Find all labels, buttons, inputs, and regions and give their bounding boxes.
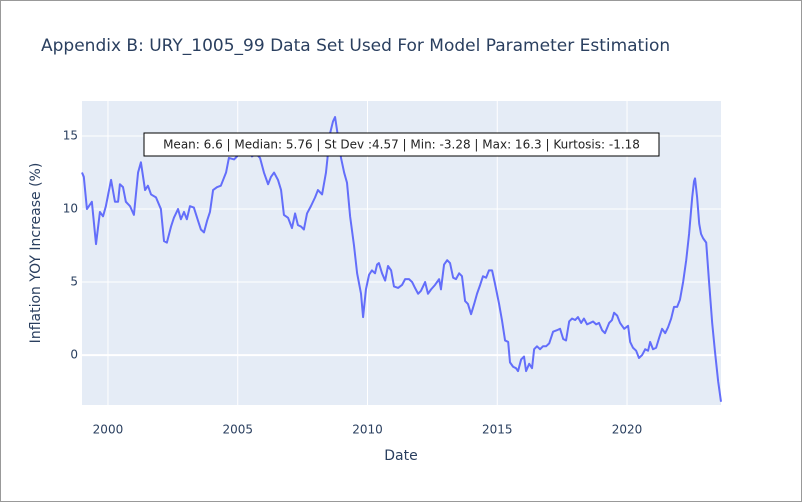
annotation-box: [143, 132, 660, 157]
y-tick-label: 0: [70, 348, 78, 362]
x-tick-label: 2005: [222, 423, 253, 437]
x-tick-label: 2015: [482, 423, 513, 437]
annotation: Mean: 6.6 | Median: 5.76 | St Dev :4.57 …: [163, 138, 640, 152]
chart-title: Appendix B: URY_1005_99 Data Set Used Fo…: [41, 36, 670, 56]
x-tick-label: 2000: [93, 423, 124, 437]
data-line: [81, 116, 722, 402]
x-axis-label: Date: [384, 448, 417, 464]
y-axis-label: Inflation YOY Increase (%): [28, 163, 44, 344]
x-tick-label: 2010: [352, 423, 383, 437]
x-tick-label: 2020: [612, 423, 643, 437]
y-tick-label: 10: [63, 202, 78, 216]
y-tick-label: 5: [70, 275, 78, 289]
y-tick-label: 15: [63, 129, 78, 143]
marks: [81, 116, 722, 402]
